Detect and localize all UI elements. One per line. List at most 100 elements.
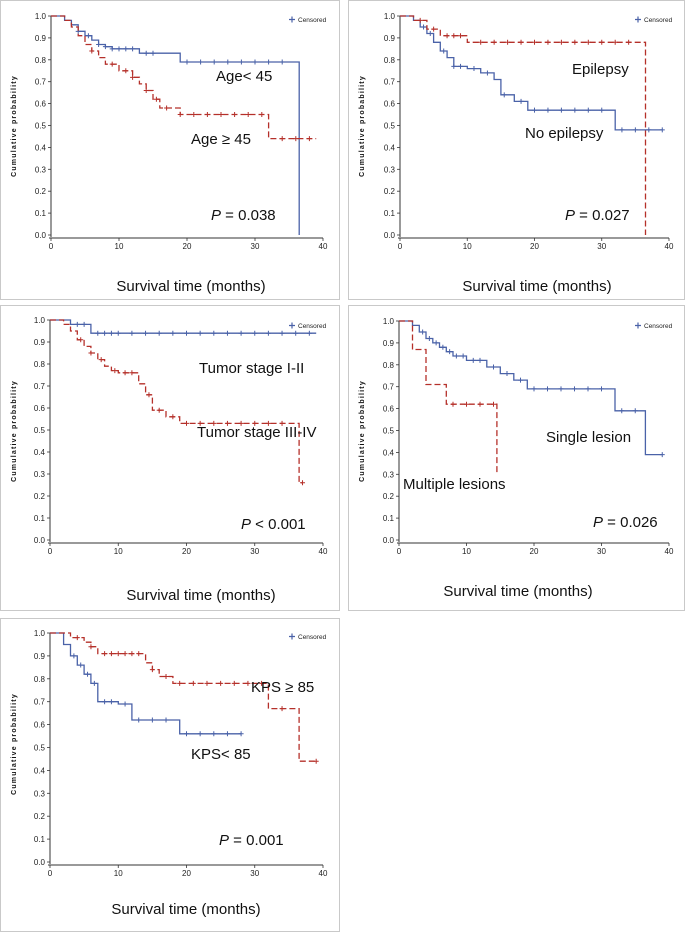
censor-mark xyxy=(585,39,591,45)
y-tick-label: 0.8 xyxy=(34,675,46,684)
censor-mark xyxy=(265,330,271,336)
censor-mark xyxy=(211,59,217,65)
censor-mark xyxy=(505,39,511,45)
censor-mark xyxy=(504,371,510,377)
censor-mark xyxy=(279,136,285,142)
censor-mark xyxy=(108,699,114,705)
censor-mark xyxy=(300,480,306,486)
series-line-1 xyxy=(50,632,317,762)
y-axis-title: Cumulative probability xyxy=(359,75,366,177)
censor-mark xyxy=(96,41,102,47)
censor-mark xyxy=(218,680,224,686)
censor-mark xyxy=(279,59,285,65)
y-tick-label: 1.0 xyxy=(383,317,395,326)
legend-censor-marker xyxy=(635,16,641,23)
censor-mark xyxy=(225,59,231,65)
y-tick-label: 0.7 xyxy=(383,383,395,392)
plot-area: 0.0 0.1 0.2 0.3 0.4 0.5 0.6 0.7 0.8 0.9 1.0 0 10 20 30… xyxy=(34,316,328,556)
y-tick-label: 0.6 xyxy=(384,100,396,109)
y-tick-label: 0.6 xyxy=(34,404,46,413)
y-tick-label: 0.5 xyxy=(35,122,47,131)
x-tick-label: 30 xyxy=(251,242,260,251)
censor-mark xyxy=(585,386,591,392)
censor-mark xyxy=(204,680,210,686)
censor-mark xyxy=(204,112,210,118)
censor-mark xyxy=(659,452,665,458)
censor-mark xyxy=(599,39,605,45)
y-tick-label: 0.6 xyxy=(34,721,46,730)
censor-mark xyxy=(78,662,84,668)
censor-mark xyxy=(177,680,183,686)
y-tick-label: 0.8 xyxy=(35,56,47,65)
censor-mark xyxy=(458,33,464,39)
x-tick-label: 0 xyxy=(398,242,403,251)
censor-mark xyxy=(211,330,217,336)
x-tick-label: 10 xyxy=(114,869,123,878)
y-tick-label: 0.4 xyxy=(384,143,396,152)
censor-mark xyxy=(421,24,427,30)
censor-mark xyxy=(109,46,115,52)
censor-mark xyxy=(245,680,251,686)
y-tick-label: 0.8 xyxy=(383,361,395,370)
censor-mark xyxy=(626,39,632,45)
censor-mark xyxy=(102,699,108,705)
legend-censor-marker xyxy=(289,16,295,23)
y-tick-label: 0.0 xyxy=(34,536,46,545)
censor-mark xyxy=(420,329,426,335)
y-tick-label: 0.5 xyxy=(34,426,46,435)
y-tick-label: 0.7 xyxy=(35,78,47,87)
censor-mark xyxy=(177,112,183,118)
censor-mark xyxy=(130,74,136,80)
series-line-0 xyxy=(50,632,242,735)
censor-mark xyxy=(198,59,204,65)
censor-mark xyxy=(136,651,142,657)
plot-area: 0.0 0.1 0.2 0.3 0.4 0.5 0.6 0.7 0.8 0.9 1.0 0 10 20 30… xyxy=(383,317,674,556)
censor-mark xyxy=(426,336,432,342)
x-tick-label: 40 xyxy=(665,242,674,251)
censor-mark xyxy=(518,98,524,104)
series-line-1 xyxy=(400,15,647,235)
x-tick-label: 0 xyxy=(48,869,53,878)
series-line-1 xyxy=(50,319,303,484)
censor-mark xyxy=(545,107,551,113)
km-panel-age: 0.0 0.1 0.2 0.3 0.4 0.5 0.6 0.7 0.8 0.9 1.0 0 10 20 30… xyxy=(0,0,340,300)
censor-mark xyxy=(184,59,190,65)
series-line-0 xyxy=(51,15,300,235)
censor-mark xyxy=(81,321,87,327)
legend-censor-marker xyxy=(289,322,295,329)
y-tick-label: 0.3 xyxy=(34,789,46,798)
km-chart-tumor-stage: 0.0 0.1 0.2 0.3 0.4 0.5 0.6 0.7 0.8 0.9 1.0 0 10 20 30… xyxy=(11,316,328,604)
x-tick-label: 20 xyxy=(182,869,191,878)
censor-mark xyxy=(238,731,244,737)
x-tick-label: 30 xyxy=(250,547,259,556)
annotation-age-under-45: Age< 45 xyxy=(216,68,272,85)
censor-mark xyxy=(279,420,285,426)
censor-mark xyxy=(123,68,129,74)
km-panel-lesions: 0.0 0.1 0.2 0.3 0.4 0.5 0.6 0.7 0.8 0.9 1.0 0 10 20 30… xyxy=(348,305,685,611)
x-tick-label: 30 xyxy=(250,869,259,878)
censor-mark xyxy=(545,386,550,392)
y-axis-title: Cumulative probability xyxy=(11,380,18,482)
y-tick-label: 0.8 xyxy=(34,360,46,369)
censor-mark xyxy=(585,107,591,113)
censor-mark xyxy=(74,635,80,641)
censor-mark xyxy=(558,386,564,392)
y-tick-label: 0.8 xyxy=(384,56,396,65)
censor-mark xyxy=(88,350,94,356)
y-tick-label: 0.2 xyxy=(35,187,47,196)
y-tick-label: 0.7 xyxy=(34,382,46,391)
censor-mark xyxy=(477,357,483,363)
censor-mark xyxy=(447,349,453,355)
censor-mark xyxy=(109,61,115,67)
censor-mark xyxy=(632,408,638,414)
y-tick-label: 1.0 xyxy=(35,12,47,21)
censor-mark xyxy=(279,330,285,336)
censor-mark xyxy=(433,340,439,346)
censor-mark xyxy=(156,330,162,336)
y-tick-label: 0.1 xyxy=(384,209,396,218)
censor-mark xyxy=(464,401,469,407)
y-tick-label: 1.0 xyxy=(34,629,46,638)
y-axis-title: Cumulative probability xyxy=(11,75,18,177)
censor-mark xyxy=(619,408,625,414)
x-tick-label: 40 xyxy=(319,242,328,251)
